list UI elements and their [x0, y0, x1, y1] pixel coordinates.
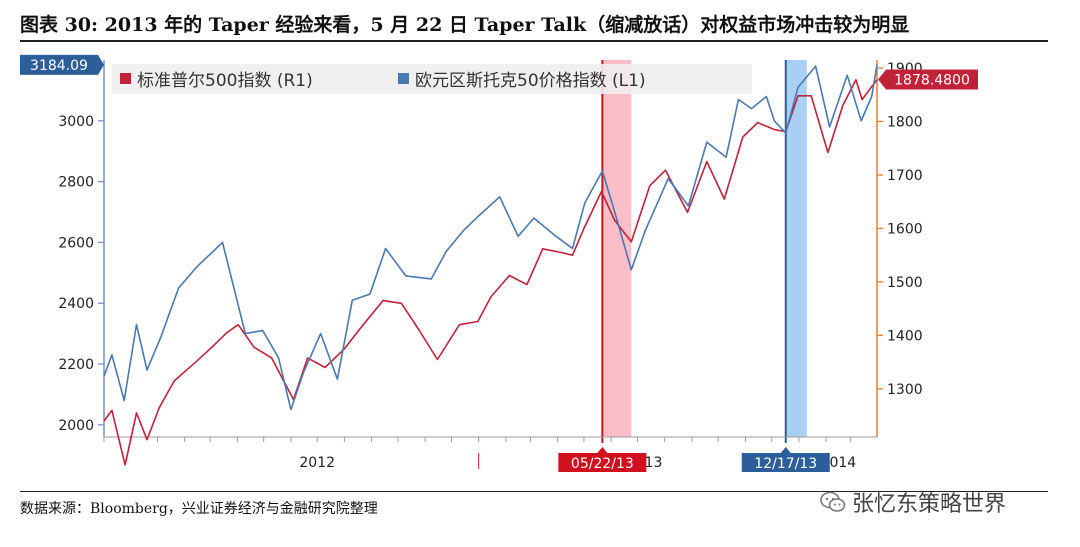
right-tick-label-5: 1800 [887, 114, 923, 130]
legend-swatch-stoxx [398, 73, 409, 84]
left-tick-label-0: 2000 [58, 418, 94, 434]
left-value-label: 3184.09 [30, 58, 88, 74]
series-lines [103, 64, 878, 466]
watermark: 张忆东策略世界 [820, 486, 1006, 518]
right-tick-label-0: 1300 [887, 382, 923, 398]
spx-line [103, 79, 878, 466]
date-flag-tip-0 [597, 447, 608, 453]
date-flag-1 [741, 453, 830, 472]
legend-box [112, 64, 752, 94]
wechat-icon [820, 491, 846, 512]
left-value-flag-tip [98, 54, 104, 75]
event-band-1 [785, 60, 807, 437]
stoxx-line [103, 64, 878, 411]
left-tick-label-1: 2200 [58, 357, 94, 373]
date-flag-tip-1 [780, 447, 791, 453]
left-tick-label-5: 3000 [58, 114, 94, 130]
legend: 标准普尔500指数 (R1) 欧元区斯托克50价格指数 (L1) [112, 64, 752, 94]
page-title: 图表 30: 2013 年的 Taper 经验来看，5 月 22 日 Taper… [20, 14, 910, 36]
right-tick-label-2: 1500 [887, 275, 923, 291]
left-tick-label-4: 2800 [58, 175, 94, 191]
date-flag-label-1: 12/17/13 [754, 456, 817, 472]
footer-divider [20, 491, 1048, 492]
right-tick-label-3: 1600 [887, 221, 923, 237]
title-divider [20, 40, 1048, 42]
right-value-label: 1878.4800 [894, 73, 970, 89]
watermark-text: 张忆东策略世界 [852, 492, 1007, 517]
legend-swatch-spx [120, 73, 131, 84]
left-value-flag [20, 54, 98, 75]
x-label-2012: 2012 [299, 455, 335, 471]
left-tick-label-2: 2400 [58, 296, 94, 312]
source-note: 数据来源：Bloomberg，兴业证券经济与金融研究院整理 [20, 501, 378, 517]
date-flag-0 [558, 453, 647, 472]
event-band-0 [602, 60, 632, 437]
right-tick-label-4: 1700 [887, 168, 923, 184]
value-flags: 3184.09 1878.4800 05/22/13 12/17/13 [20, 54, 978, 472]
legend-label-stoxx: 欧元区斯托克50价格指数 (L1) [415, 71, 646, 91]
date-flag-label-0: 05/22/13 [571, 456, 634, 472]
right-value-flag [878, 69, 978, 90]
right-tick-label-1: 1400 [887, 328, 923, 344]
legend-label-spx: 标准普尔500指数 (R1) [137, 71, 313, 91]
event-bands [601, 60, 807, 443]
left-tick-label-3: 2600 [58, 235, 94, 251]
